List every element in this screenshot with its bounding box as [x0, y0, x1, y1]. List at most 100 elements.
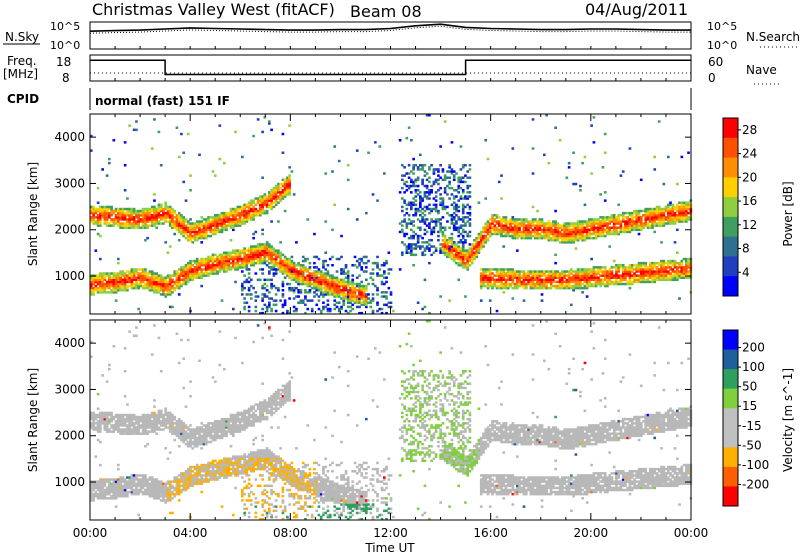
power-cell	[335, 293, 339, 296]
power-cell	[353, 286, 357, 290]
power-cell	[351, 278, 355, 282]
power-cell	[132, 226, 136, 229]
power-cell	[657, 211, 661, 215]
power-cell	[416, 184, 420, 188]
power-cell	[599, 284, 602, 288]
power-cell	[470, 249, 474, 252]
power-cell	[434, 191, 438, 194]
power-cell	[414, 195, 418, 198]
power-cell	[637, 224, 641, 227]
power-cell	[117, 224, 120, 227]
power-cell	[337, 309, 341, 313]
power-cell	[644, 220, 648, 223]
power-cell	[459, 232, 463, 236]
power-cell	[676, 214, 679, 217]
power-cell	[579, 286, 582, 290]
power-cell	[351, 291, 355, 294]
power-cell	[346, 164, 350, 167]
power-cell	[315, 286, 319, 290]
power-cell	[518, 280, 521, 284]
power-cell	[567, 228, 571, 232]
power-cell	[644, 261, 648, 265]
power-cell	[128, 222, 131, 225]
power-cell	[416, 234, 420, 238]
power-cell	[218, 157, 222, 161]
power-cell	[324, 276, 328, 279]
power-cell	[105, 274, 109, 277]
power-cell	[592, 230, 596, 234]
power-cell	[223, 270, 226, 273]
power-cell	[403, 220, 406, 223]
power-cell	[211, 270, 215, 273]
power-cell	[250, 251, 253, 254]
power-cell	[473, 239, 476, 242]
power-cell	[590, 257, 593, 261]
power-cell	[209, 224, 213, 227]
power-cell	[428, 249, 431, 252]
power-cell	[108, 205, 111, 209]
power-cell	[182, 268, 186, 271]
power-cell	[243, 220, 246, 223]
power-cell	[531, 230, 535, 234]
power-cell	[617, 264, 621, 267]
power-cell	[484, 272, 488, 275]
power-cell	[653, 266, 657, 269]
power-cell	[101, 214, 104, 217]
power-cell	[479, 230, 483, 234]
power-cell	[685, 207, 688, 211]
power-cell	[682, 203, 686, 207]
power-cell	[459, 257, 463, 261]
power-cell	[603, 278, 607, 282]
power-cell	[90, 216, 93, 219]
power-cell	[407, 176, 411, 179]
power-cell	[536, 220, 539, 223]
power-cell	[633, 209, 636, 213]
power-cell	[653, 214, 657, 217]
power-cell	[637, 278, 641, 282]
power-cell	[617, 268, 621, 271]
power-cell	[175, 228, 179, 232]
power-cell	[322, 276, 325, 279]
power-cell	[263, 211, 267, 215]
power-cell	[380, 264, 384, 267]
power-cell	[477, 245, 481, 248]
power-cell	[204, 268, 208, 271]
power-cell	[446, 239, 449, 242]
velocity-cell	[99, 411, 102, 415]
power-cell	[150, 276, 154, 279]
power-cell	[340, 291, 343, 294]
power-cell	[570, 236, 573, 240]
power-cell	[358, 257, 361, 261]
power-cell	[117, 272, 120, 275]
power-cell	[211, 266, 215, 269]
power-cell	[324, 282, 328, 286]
power-cell	[207, 220, 210, 223]
power-cell	[441, 216, 445, 219]
power-cell	[326, 278, 330, 282]
power-cell	[574, 228, 578, 232]
power-cell	[173, 211, 177, 215]
power-cell	[603, 151, 607, 154]
power-cell	[678, 207, 681, 211]
power-cell	[371, 299, 375, 302]
power-cell	[126, 284, 129, 288]
power-cell	[286, 257, 289, 261]
power-cell	[628, 218, 632, 221]
power-cell	[572, 236, 575, 240]
power-cell	[439, 203, 442, 207]
power-cell	[531, 272, 535, 275]
power-cell	[162, 286, 165, 290]
power-cell	[525, 226, 528, 229]
power-cell	[371, 268, 375, 271]
power-cell	[331, 170, 334, 173]
power-cell	[416, 207, 420, 211]
power-cell	[667, 211, 670, 215]
power-cell	[358, 291, 361, 294]
power-cell	[412, 236, 415, 240]
power-cell	[419, 234, 422, 238]
power-cell	[554, 236, 557, 240]
power-cell	[626, 222, 630, 225]
power-cell	[594, 236, 598, 240]
power-cell	[572, 274, 575, 277]
power-cell	[626, 270, 630, 273]
